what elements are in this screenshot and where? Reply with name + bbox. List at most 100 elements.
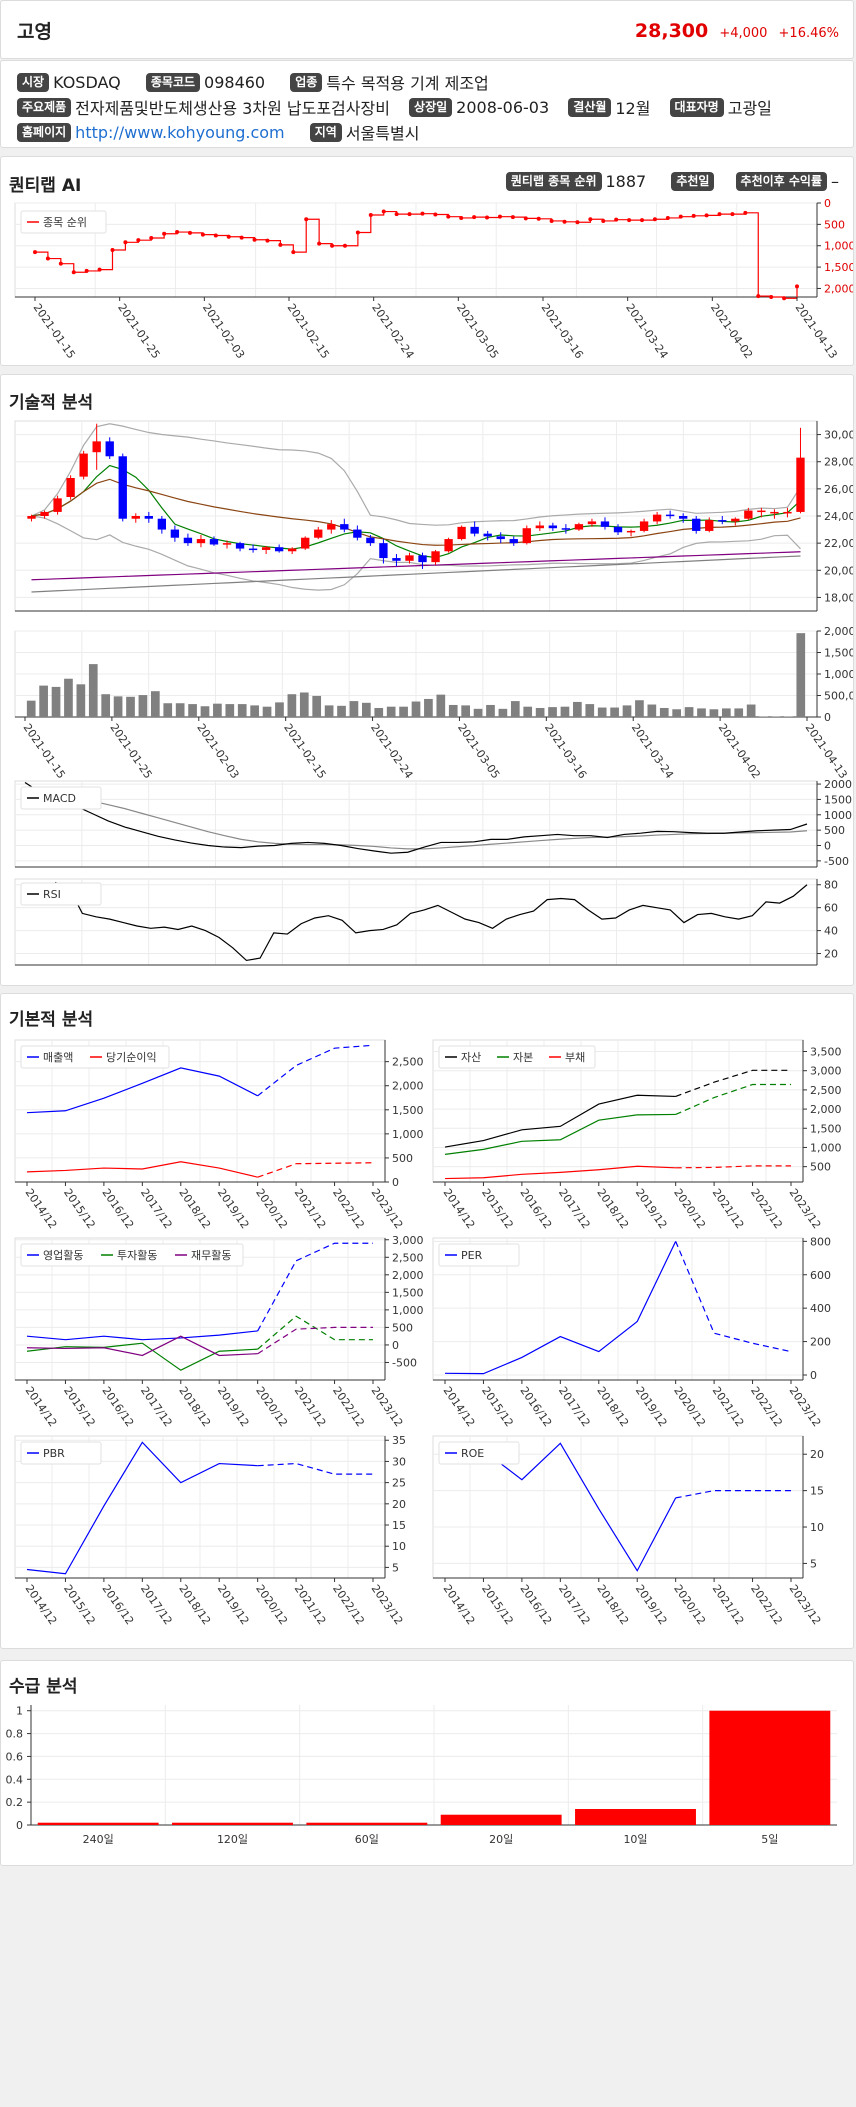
x-tick-label: 2021-01-25 [115, 301, 162, 361]
volume-bar [647, 704, 657, 717]
y-tick-label: 26,000 [824, 483, 853, 496]
y-tick-label: 20 [810, 1448, 824, 1461]
industry-label: 업종 [290, 72, 323, 92]
rank-point [175, 230, 180, 235]
x-tick-label: 2022/12 [748, 1582, 785, 1627]
x-tick-label: 2014/12 [441, 1186, 478, 1231]
volume-bar [275, 702, 284, 717]
rank-point [71, 270, 76, 275]
series-forecast-line [675, 1069, 791, 1097]
volume-bar [436, 694, 446, 717]
technical-charts: 18,000 20,000 22,000 24,000 26,000 28,000 30,0… [14, 420, 853, 966]
quantilab-title: 퀀티랩 AI [9, 176, 82, 196]
volume-bar [39, 685, 48, 717]
x-tick-label: 2017/12 [556, 1582, 593, 1627]
series-line [26, 1161, 258, 1178]
candle-body [770, 511, 779, 514]
volume-bar [399, 706, 408, 717]
quantilab-card: 퀀티랩 AI 퀀티랩 종목 순위 1887 추천일 추천이후 수익률 – 0 500 1… [0, 156, 854, 366]
x-tick-label: 2016/12 [517, 1186, 554, 1231]
rank-point [497, 214, 502, 219]
y-tick-label: 1,500 [392, 1104, 424, 1117]
rank-point [536, 216, 541, 221]
rank-point [627, 218, 632, 223]
y-tick-label: 2,000,000 [824, 625, 853, 638]
region-value: 서울특별시 [345, 124, 420, 143]
x-tick-label: 2021-04-13 [793, 301, 840, 361]
bollinger-lower [31, 515, 801, 591]
market-label: 시장 [17, 72, 50, 92]
candle-body [235, 543, 245, 549]
y-tick-label: 2,500 [392, 1056, 424, 1069]
series-line [444, 1241, 677, 1375]
volume-bar [498, 708, 508, 717]
volume-bar [796, 633, 806, 717]
candle-body [731, 518, 740, 522]
x-tick-label: 2021-02-15 [285, 301, 332, 361]
volume-bar [200, 706, 210, 717]
volume-bar [709, 709, 719, 717]
candle-body [405, 555, 414, 561]
rank-point [730, 212, 735, 217]
x-tick-label: 2017/12 [138, 1384, 175, 1429]
legend-label: 당기순이익 [106, 1051, 157, 1064]
rank-point [278, 242, 283, 247]
legend-label: MACD [43, 792, 76, 805]
homepage-link[interactable]: http://www.kohyoung.com [75, 122, 285, 142]
volume-bar [150, 691, 160, 717]
y-tick-label: 5 [810, 1557, 817, 1570]
rank-point [317, 241, 322, 246]
candle-body [66, 478, 75, 497]
y-tick-label: 35 [392, 1434, 406, 1447]
legend-label: ROE [461, 1447, 484, 1460]
y-tick-label: 500 [392, 1152, 413, 1165]
x-tick-label: 2023/12 [369, 1186, 406, 1231]
x-tick-label: 120일 [217, 1832, 248, 1846]
legend-box [20, 882, 102, 906]
rank-point [562, 219, 567, 224]
code-label: 종목코드 [145, 72, 201, 92]
volume-bar [362, 702, 371, 717]
x-tick-label: 2014/12 [23, 1582, 60, 1627]
candle-body [665, 514, 675, 517]
rank-point [717, 212, 722, 217]
x-tick-label: 2014/12 [441, 1582, 478, 1627]
y-tick-label: 500,000 [824, 690, 853, 703]
y-tick-label: 500 [824, 218, 845, 231]
rank-point [485, 215, 490, 220]
y-tick-label: 2,000 [824, 282, 853, 295]
ma-short [31, 464, 801, 559]
x-tick-label: 2015/12 [61, 1582, 98, 1627]
candle-body [92, 441, 101, 453]
x-tick-label: 2014/12 [23, 1384, 60, 1429]
homepage-label: 홈페이지 [17, 122, 72, 142]
stock-name: 고영 [17, 21, 52, 43]
rank-point [588, 217, 593, 222]
fiscal-label: 결산월 [568, 97, 612, 117]
market-value: KOSDAQ [53, 72, 121, 92]
legend-label: 재무활동 [191, 1248, 231, 1262]
x-tick-label: 2021/12 [710, 1384, 747, 1429]
volume-bar [51, 686, 61, 717]
fundamental-card: 기본적 분석 0 500 1,000 1,500 2,000 2,500 2014/12 20… [0, 993, 854, 1649]
y-tick-label: 15 [392, 1519, 406, 1532]
legend-box [20, 210, 107, 234]
rank-point [123, 240, 128, 245]
y-tick-label: 20,000 [824, 564, 853, 577]
y-tick-label: 500 [392, 1321, 413, 1334]
volume-bar [597, 707, 607, 717]
candle-body [366, 537, 375, 544]
rec-date-label: 추천일 [671, 172, 715, 191]
candle-body [27, 516, 36, 519]
x-tick-label: 2016/12 [517, 1384, 554, 1429]
x-tick-label: 2021-01-15 [31, 301, 78, 361]
x-tick-label: 2021-03-16 [539, 301, 586, 361]
candle-body [639, 521, 649, 531]
x-tick-label: 5일 [761, 1832, 778, 1846]
supply-bar [172, 1822, 293, 1825]
candle-body [470, 526, 479, 534]
listing-value: 2008-06-03 [456, 97, 550, 117]
series-forecast-line [257, 1044, 374, 1097]
rank-point [459, 215, 464, 220]
candle-body [783, 511, 792, 514]
